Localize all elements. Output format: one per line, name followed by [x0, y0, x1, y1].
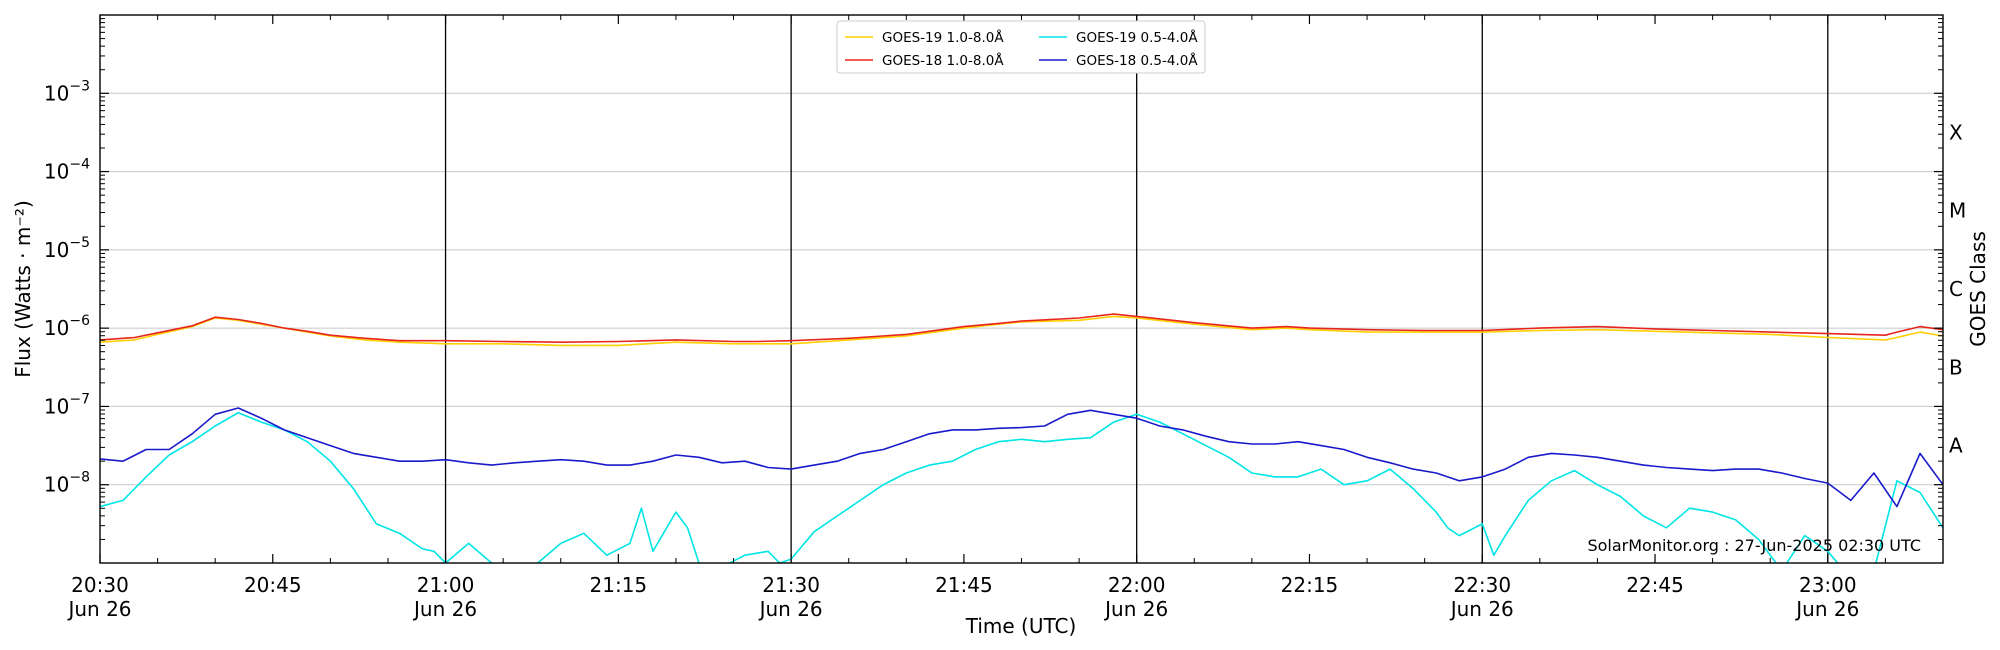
- x-tick-label: 21:30: [762, 573, 820, 597]
- x-tick-date: Jun 26: [66, 597, 131, 621]
- x-tick-label: 23:00: [1799, 573, 1857, 597]
- series-line-2: [100, 411, 1943, 563]
- legend-label: GOES-19 0.5-4.0Å: [1076, 29, 1198, 46]
- x-tick-date: Jun 26: [412, 597, 477, 621]
- y-tick-label: 10−4: [44, 157, 90, 184]
- x-tick-label: 22:45: [1626, 573, 1684, 597]
- x-tick-label: 21:00: [417, 573, 475, 597]
- series-line-1: [100, 313, 1943, 344]
- y-axis-title: Flux (Watts · m⁻²): [11, 200, 35, 378]
- x-tick-label: 22:30: [1453, 573, 1511, 597]
- legend-entry-goes19-long: GOES-19 1.0-8.0Å: [845, 29, 1004, 46]
- x-tick-date: Jun 26: [1103, 597, 1168, 621]
- x-tick-label: 22:00: [1108, 573, 1166, 597]
- x-tick-date: Jun 26: [1794, 597, 1859, 621]
- y-tick-label: 10−8: [44, 470, 90, 497]
- credit-text: SolarMonitor.org : 27-Jun-2025 02:30 UTC: [1587, 536, 1921, 555]
- series-layer: [100, 313, 1943, 563]
- x-tick-date: Jun 26: [1449, 597, 1514, 621]
- legend-box: [836, 20, 1206, 74]
- y-tick-label: 10−3: [44, 78, 90, 105]
- legend-label: GOES-18 1.0-8.0Å: [882, 52, 1004, 69]
- legend: GOES-19 1.0-8.0Å GOES-18 1.0-8.0Å GOES-1…: [836, 20, 1206, 74]
- goes-class-b: B: [1949, 355, 1963, 379]
- y-tick-labels: 10−8 10−7 10−6 10−5 10−4 10−3: [44, 78, 90, 496]
- goes-class-x: X: [1949, 120, 1963, 144]
- legend-entry-goes18-short: GOES-18 0.5-4.0Å: [1039, 52, 1198, 69]
- goes-class-a: A: [1949, 434, 1963, 458]
- goes-class-c: C: [1949, 277, 1963, 301]
- x-tick-date: Jun 26: [758, 597, 823, 621]
- x-tick-label: 21:45: [935, 573, 993, 597]
- series-line-3: [100, 407, 1943, 508]
- plot-background: [100, 15, 1943, 563]
- x-tick-label: 22:15: [1281, 573, 1339, 597]
- x-tick-label: 21:15: [590, 573, 648, 597]
- legend-entry-goes18-long: GOES-18 1.0-8.0Å: [845, 52, 1004, 69]
- goes-class-m: M: [1949, 199, 1966, 223]
- y-tick-label: 10−6: [44, 313, 90, 340]
- x-axis-title: Time (UTC): [965, 614, 1077, 638]
- legend-label: GOES-19 1.0-8.0Å: [882, 29, 1004, 46]
- y-tick-label: 10−5: [44, 235, 90, 262]
- legend-label: GOES-18 0.5-4.0Å: [1076, 52, 1198, 69]
- y-tick-label: 10−7: [44, 391, 90, 418]
- x-tick-label: 20:30: [71, 573, 129, 597]
- axis-ticks: [99, 15, 1944, 563]
- gridlines: [100, 92, 1943, 486]
- day-markers: [444, 15, 1829, 563]
- x-tick-label: 20:45: [244, 573, 302, 597]
- y2-axis-title: GOES Class: [1966, 231, 1990, 347]
- legend-entry-goes19-short: GOES-19 0.5-4.0Å: [1039, 29, 1198, 46]
- goes-class-labels: A B C M X: [1949, 120, 1966, 457]
